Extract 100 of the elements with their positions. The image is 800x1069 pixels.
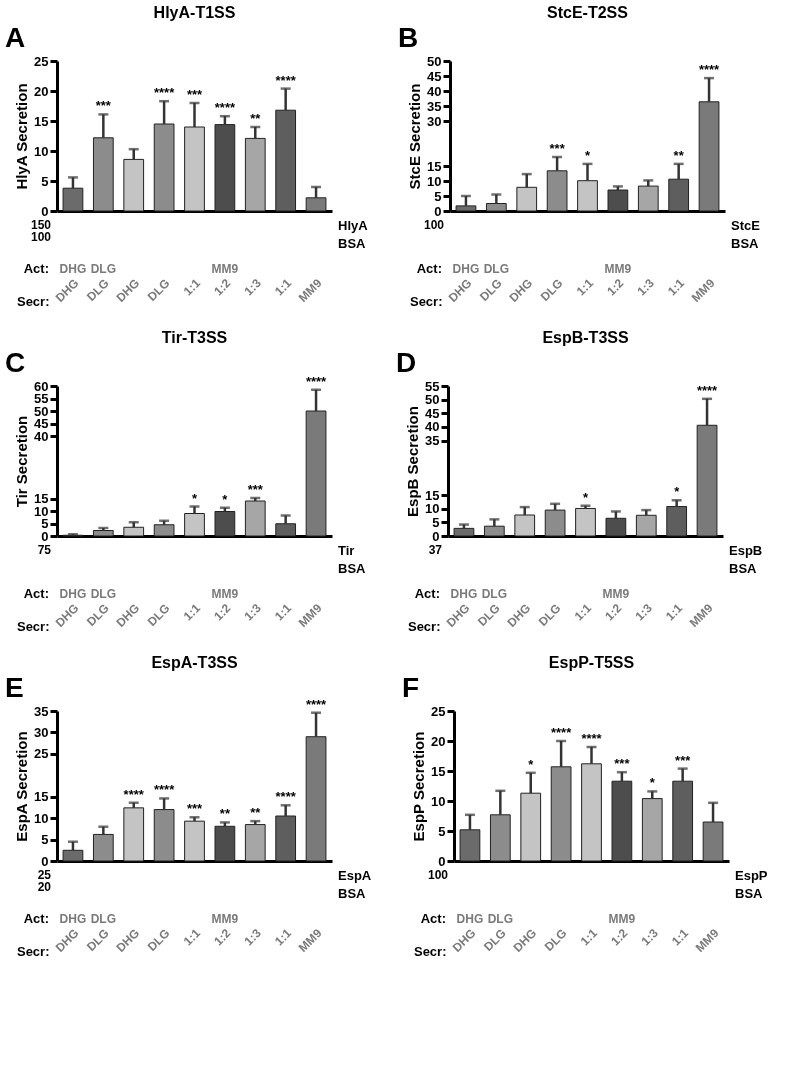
y-tick-label: 15 (425, 487, 440, 503)
data-label: *** (549, 141, 566, 156)
y-tick-label: 10 (34, 143, 49, 159)
data-label: ** (250, 805, 262, 821)
text: MM9 (608, 912, 636, 926)
text: DHG (59, 912, 87, 926)
y-axis-title: EspB Secretion (404, 406, 422, 517)
text: DLG (483, 262, 510, 276)
data-label: **** (305, 696, 328, 712)
y-tick-label: 30 (427, 113, 442, 129)
x-tick-label: 1:1 (571, 600, 595, 624)
text: Act: (416, 261, 442, 276)
data-label: **** (698, 62, 721, 78)
y-tick-label: 15 (34, 113, 49, 129)
text: DHG (456, 912, 484, 926)
y-tick-label: 35 (34, 703, 49, 719)
data-label: * (528, 756, 535, 772)
data-label: **** (153, 85, 176, 101)
text: E (5, 672, 24, 703)
data-label: * (674, 484, 681, 500)
chart-title: StcE-T2SS (547, 4, 629, 21)
text: B (398, 22, 419, 53)
x-tick-label: 1:3 (241, 275, 264, 299)
y-axis-title: StcE Secretion (406, 83, 424, 190)
text: BSA (338, 561, 367, 576)
y-tick-label: 10 (431, 793, 446, 809)
x-tick-label: 1:3 (241, 600, 264, 624)
x-axis-title: Secr: (407, 618, 441, 634)
text: DLG (481, 587, 508, 601)
y-tick-label: 5 (438, 823, 446, 839)
data-label: ** (250, 111, 262, 126)
y-tick-label: 25 (34, 53, 49, 69)
x-tick-label: 1:2 (211, 275, 234, 299)
text: Tir (338, 543, 355, 558)
data-label: *** (614, 756, 631, 772)
text: 100 (423, 218, 445, 232)
y-tick-label: 10 (427, 173, 442, 189)
x-tick-label: 1:1 (662, 600, 686, 624)
y-tick-label: 0 (432, 528, 440, 544)
x-tick-label: 1:2 (602, 600, 625, 624)
y-tick-label: 10 (425, 501, 440, 517)
text: DHG (450, 587, 478, 601)
y-tick-label: 50 (425, 392, 440, 408)
text: Act: (420, 911, 446, 926)
text: DLG (90, 912, 117, 926)
x-tick-label: 1:2 (608, 925, 631, 949)
text: StcE (731, 218, 761, 233)
x-tick-label: 1:1 (271, 275, 295, 299)
data-label: *** (186, 801, 204, 817)
x-axis-title: Secr: (16, 618, 50, 634)
data-label: **** (305, 373, 328, 389)
data-label: * (649, 775, 656, 791)
text: DLG (90, 262, 117, 276)
chart-title: EspB-T3SS (542, 329, 629, 346)
chart-title: EspP-T5SS (548, 654, 635, 671)
text: DLG (487, 912, 514, 926)
y-tick-label: 10 (34, 503, 49, 519)
y-tick-label: 5 (41, 832, 49, 848)
y-tick-label: 0 (41, 528, 49, 544)
y-tick-label: 40 (34, 428, 49, 444)
text: 75 (37, 543, 52, 557)
chart-title: HlyA-T1SS (153, 4, 236, 21)
y-tick-label: 0 (438, 853, 446, 869)
y-tick-label: 15 (34, 491, 49, 506)
x-tick-label: 1:2 (211, 925, 234, 949)
text: DHG (452, 262, 480, 276)
data-label: ** (219, 806, 231, 822)
text: Act: (23, 586, 49, 601)
text: F (402, 672, 420, 703)
text: D (396, 347, 417, 378)
y-tick-label: 60 (34, 378, 49, 394)
text: BSA (731, 236, 760, 251)
y-tick-label: 5 (434, 188, 442, 204)
y-tick-label: 25 (431, 703, 446, 719)
text: 150 (30, 218, 52, 232)
y-tick-label: 25 (34, 746, 49, 762)
text: A (5, 22, 26, 53)
y-tick-label: 15 (34, 789, 49, 805)
y-tick-label: 45 (34, 416, 49, 431)
x-axis-title: Secr: (16, 943, 50, 959)
y-tick-label: 35 (427, 98, 442, 114)
x-tick-label: 1:1 (180, 925, 204, 949)
y-tick-label: 5 (41, 516, 49, 531)
data-label: * (191, 490, 198, 506)
x-tick-label: 1:3 (638, 925, 661, 949)
y-tick-label: 40 (425, 419, 440, 435)
y-axis-title: EspP Secretion (410, 731, 428, 842)
text: EspB (729, 543, 763, 558)
data-label: *** (186, 87, 204, 102)
data-label: **** (581, 731, 603, 746)
y-tick-label: 50 (427, 53, 442, 69)
text: Act: (23, 261, 49, 276)
x-axis-title: Secr: (16, 293, 50, 309)
x-axis-title: Secr: (409, 293, 443, 309)
text: Act: (23, 911, 49, 926)
y-tick-label: 15 (431, 763, 446, 779)
data-label: **** (123, 786, 145, 802)
data-label: * (582, 489, 589, 505)
x-tick-label: 1:1 (573, 275, 597, 299)
y-tick-label: 5 (41, 173, 49, 189)
